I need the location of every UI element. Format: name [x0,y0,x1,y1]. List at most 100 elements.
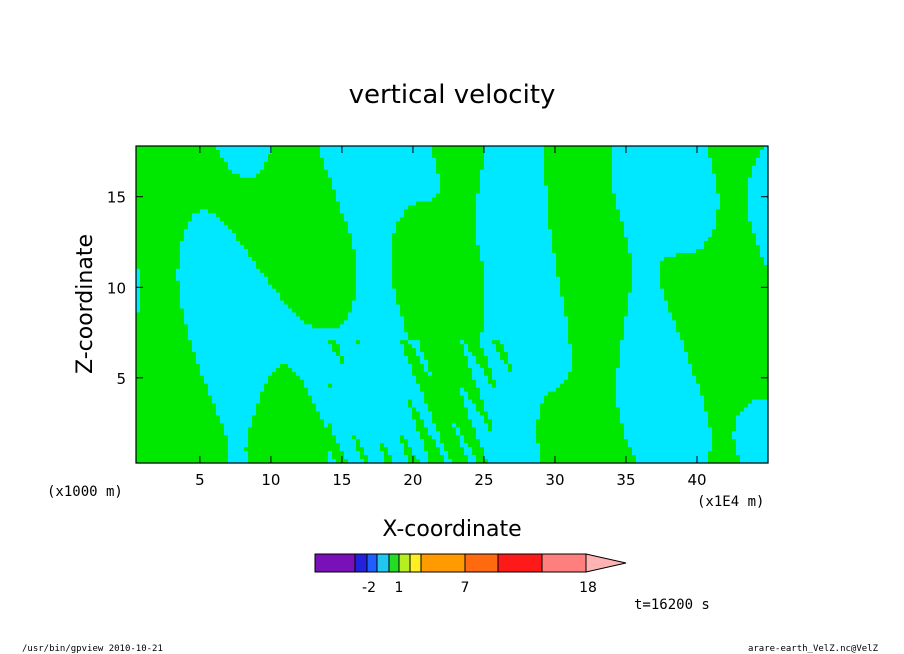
field-cell [376,348,381,353]
field-cell [360,149,365,155]
field-cell [180,197,185,203]
field-cell [188,375,193,381]
field-cell [352,419,357,424]
field-cell [152,169,157,175]
field-cell [192,189,197,195]
field-cell [336,435,341,440]
field-cell [360,209,365,214]
field-cell [296,359,301,365]
field-cell [308,328,313,333]
field-cell [372,149,377,155]
field-cell [204,268,209,274]
field-cell [272,213,277,218]
field-cell [232,225,237,230]
field-cell [348,256,353,262]
field-cell [232,399,237,405]
field-cell [364,233,369,238]
field-cell [372,237,377,242]
field-cell [224,359,229,365]
field-cell [384,229,389,234]
field-cell [228,324,233,329]
field-cell [344,435,349,440]
field-cell [372,332,377,337]
field-cell [208,415,213,421]
field-cell [240,363,245,369]
field-cell [288,367,293,373]
field-cell [328,229,333,234]
field-cell [184,375,189,381]
field-cell [268,173,273,179]
field-cell [288,407,293,413]
field-cell [324,296,329,302]
field-cell [196,161,201,167]
field-cell [168,387,173,393]
field-cell [308,312,313,317]
field-cell [352,451,357,456]
field-cell [228,276,233,282]
field-cell [200,431,205,436]
field-cell [324,185,329,191]
field-cell [152,177,157,183]
field-cell [240,225,245,230]
field-cell [200,229,205,234]
field-cell [204,359,209,365]
field-cell [260,328,265,333]
field-cell [228,217,233,222]
field-cell [368,383,373,389]
field-cell [356,205,361,210]
field-cell [136,383,141,389]
field-cell [380,213,385,218]
field-cell [216,407,221,413]
field-cell [332,352,337,357]
field-cell [372,320,377,325]
field-cell [264,276,269,282]
field-cell [200,403,205,409]
field-cell [164,447,169,452]
field-cell [164,245,169,250]
field-cell [324,173,329,179]
field-cell [204,320,209,325]
field-cell [168,233,173,238]
field-cell [360,328,365,333]
field-cell [144,340,149,345]
field-cell [328,241,333,246]
field-cell [340,169,345,175]
field-cell [348,356,353,361]
field-cell [156,146,161,151]
field-cell [356,371,361,377]
field-cell [156,407,161,413]
field-cell [268,363,273,369]
field-cell [248,264,253,270]
field-cell [192,407,197,413]
field-cell [300,209,305,214]
field-cell [200,185,205,191]
field-cell [320,403,325,409]
field-cell [320,272,325,278]
field-cell [312,391,317,397]
field-cell [188,209,193,214]
field-cell [260,146,265,151]
field-cell [148,205,153,210]
field-cell [268,221,273,226]
field-cell [292,431,297,436]
field-cell [228,431,233,436]
field-cell [312,320,317,325]
field-cell [164,296,169,302]
field-cell [356,308,361,314]
field-cell [268,304,273,310]
field-cell [328,415,333,421]
field-cell [272,443,277,448]
field-cell [272,177,277,183]
field-cell [328,146,333,151]
field-cell [156,229,161,234]
field-cell [180,177,185,183]
field-cell [268,371,273,377]
field-cell [348,427,353,432]
field-cell [332,451,337,456]
field-cell [264,459,269,464]
field-cell [168,332,173,337]
field-cell [280,161,285,167]
field-cell [252,296,257,302]
field-cell [136,320,141,325]
field-cell [256,229,261,234]
